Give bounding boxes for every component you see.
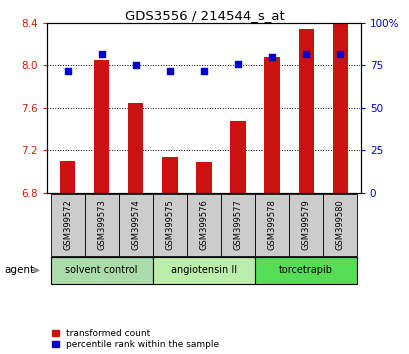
Bar — [220, 194, 254, 256]
Bar — [254, 194, 288, 256]
Bar — [162, 157, 177, 193]
Text: GSM399576: GSM399576 — [199, 200, 208, 250]
Point — [234, 61, 241, 67]
Bar — [332, 23, 347, 193]
Point — [268, 54, 275, 60]
Text: solvent control: solvent control — [65, 265, 137, 275]
Bar — [254, 257, 357, 284]
Text: agent: agent — [4, 265, 34, 275]
Point — [64, 68, 71, 73]
Bar — [84, 194, 119, 256]
Bar — [153, 194, 187, 256]
Bar — [119, 194, 153, 256]
Bar — [128, 103, 143, 193]
Bar — [298, 29, 313, 193]
Text: GSM399573: GSM399573 — [97, 200, 106, 250]
Text: angiotensin II: angiotensin II — [171, 265, 236, 275]
Bar — [323, 194, 357, 256]
Bar — [196, 162, 211, 193]
Point — [98, 51, 105, 56]
Point — [132, 63, 139, 68]
Text: GSM399578: GSM399578 — [267, 200, 276, 250]
Text: GDS3556 / 214544_s_at: GDS3556 / 214544_s_at — [125, 9, 284, 22]
Bar — [264, 57, 279, 193]
Text: GSM399574: GSM399574 — [131, 200, 140, 250]
Text: GSM399575: GSM399575 — [165, 200, 174, 250]
Text: GSM399572: GSM399572 — [63, 200, 72, 250]
Text: GSM399580: GSM399580 — [335, 200, 344, 250]
Bar — [288, 194, 323, 256]
Text: torcetrapib: torcetrapib — [279, 265, 333, 275]
Bar — [187, 194, 220, 256]
Text: GSM399577: GSM399577 — [233, 200, 242, 250]
Legend: transformed count, percentile rank within the sample: transformed count, percentile rank withi… — [52, 329, 219, 349]
Bar — [60, 161, 75, 193]
Bar — [50, 194, 84, 256]
Bar — [153, 257, 254, 284]
Bar — [50, 257, 153, 284]
Point — [200, 68, 207, 73]
Bar — [94, 60, 109, 193]
Bar — [230, 121, 245, 193]
Point — [302, 51, 309, 56]
Point — [336, 51, 343, 56]
Text: GSM399579: GSM399579 — [301, 200, 310, 250]
Point — [166, 68, 173, 73]
